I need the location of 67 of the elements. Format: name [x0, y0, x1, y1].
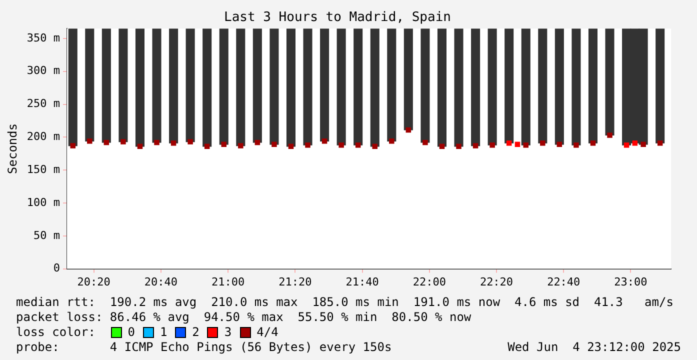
point — [120, 139, 126, 144]
y-tick-label: 350 m — [26, 31, 60, 44]
point — [372, 144, 378, 150]
y-tick-label: 50 m — [34, 228, 60, 242]
point — [288, 144, 294, 150]
text: probe: 4 ICMP Echo Pings (56 Bytes) every 150s — [16, 340, 392, 355]
point — [574, 142, 579, 148]
point — [254, 140, 260, 146]
legend-label: 3 — [224, 325, 232, 340]
x-tick-label: 21:00 — [212, 275, 245, 288]
point — [170, 140, 176, 146]
point — [104, 140, 110, 146]
point — [204, 144, 210, 150]
point — [590, 140, 596, 146]
text: Wed Jun 4 23:12:00 2025 — [508, 340, 681, 355]
y-tick-label: 250 m — [26, 97, 60, 110]
point — [490, 142, 495, 148]
point — [272, 142, 277, 148]
text: median rtt: 190.2 ms avg 210.0 ms max 185.0 ms min 191.0 ms now 4.6 ms sd 41.3 am/s — [16, 295, 674, 310]
point — [238, 143, 244, 148]
point — [556, 142, 562, 148]
point — [137, 144, 143, 150]
point — [70, 143, 76, 148]
point — [422, 140, 428, 146]
x-tick-label: 21:20 — [278, 275, 312, 288]
legend-label: 4/4 — [256, 325, 278, 340]
point — [657, 140, 663, 146]
point — [632, 140, 638, 146]
legend-title: loss color: — [16, 325, 96, 340]
point — [154, 140, 160, 146]
chart-title: Last 3 Hours to Madrid, Spain — [224, 10, 451, 26]
point — [523, 142, 528, 148]
point — [472, 143, 478, 148]
point — [607, 132, 612, 138]
point — [389, 138, 394, 144]
point — [305, 142, 310, 148]
point — [456, 144, 462, 150]
point — [221, 142, 226, 148]
point — [322, 138, 328, 144]
text: packet loss: 86.46 % avg 94.50 % max 55.50 % min 80.50 % now — [16, 310, 472, 325]
point — [540, 140, 546, 146]
point — [439, 144, 445, 150]
y-axis-title: Seconds — [5, 123, 20, 174]
y-tick-label: 100 m — [26, 196, 60, 209]
y-tick-label: 200 m — [26, 130, 60, 144]
point — [338, 142, 344, 148]
x-tick-label: 20:20 — [77, 275, 110, 288]
x-tick-label: 21:40 — [346, 275, 379, 288]
legend-label: 2 — [192, 325, 200, 340]
point — [624, 142, 630, 148]
point — [355, 142, 361, 148]
legend-label: 0 — [128, 325, 135, 340]
x-tick-label: 23:00 — [614, 275, 648, 288]
y-tick-label: 300 m — [26, 64, 60, 78]
point — [188, 139, 193, 144]
point — [406, 127, 412, 133]
x-tick-label: 22:00 — [412, 275, 446, 288]
y-tick-label: 0 — [53, 262, 60, 275]
x-tick-label: 20:40 — [144, 275, 178, 288]
point — [506, 140, 512, 146]
legend-label: 1 — [160, 325, 168, 340]
y-tick-label: 150 m — [26, 162, 60, 176]
x-tick-label: 22:20 — [480, 275, 514, 288]
point — [87, 138, 92, 144]
point — [514, 142, 520, 148]
x-tick-label: 22:40 — [547, 275, 580, 288]
point — [640, 142, 646, 148]
